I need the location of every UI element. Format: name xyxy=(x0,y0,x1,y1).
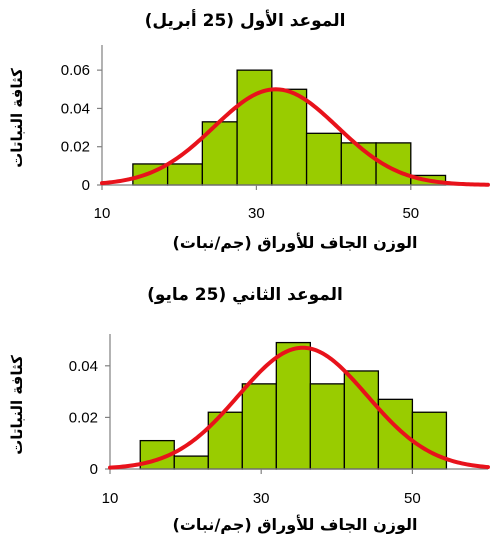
histogram-bar xyxy=(236,69,273,186)
y-axis-label: كثافة النباتات xyxy=(8,68,26,168)
y-tick-label: 0.04 xyxy=(69,358,98,375)
y-tick-label: 0.04 xyxy=(61,100,90,117)
histogram-bar xyxy=(305,132,342,186)
y-tick-label: 0 xyxy=(90,461,98,478)
chart-first-date: الموعد الأول (25 أبريل) 0 0.02 0.04 0.06 10 30… xyxy=(8,9,490,252)
chart-title: الموعد الثاني (25 مايو) xyxy=(147,285,343,305)
histogram-bar xyxy=(241,383,277,470)
histogram-bar xyxy=(275,341,311,470)
x-tick-label: 50 xyxy=(402,205,419,222)
histogram-bar xyxy=(166,163,204,186)
chart-panel-first-date: الموعد الأول (25 أبريل) 0 0.02 0.04 0.06 10 30… xyxy=(0,0,490,270)
chart-second-date: الموعد الثاني (25 مايو) 0 0.02 0.04 10 30 50 ال… xyxy=(8,285,490,534)
histogram-bar xyxy=(309,383,346,470)
normal-distribution-curve xyxy=(108,345,490,470)
chart-title: الموعد الأول (25 أبريل) xyxy=(145,9,346,31)
histogram-bar xyxy=(173,455,209,470)
y-tick-label: 0.02 xyxy=(69,409,98,426)
chart-panel-second-date: الموعد الثاني (25 مايو) 0 0.02 0.04 10 30 50 ال… xyxy=(0,270,490,542)
x-tick-label: 10 xyxy=(94,205,111,222)
x-tick-label: 30 xyxy=(248,205,265,222)
x-tick-label: 30 xyxy=(253,490,270,507)
x-axis-label: الوزن الجاف للأوراق (جم/نبات) xyxy=(173,233,418,252)
x-tick-label: 50 xyxy=(404,490,421,507)
y-tick-label: 0.06 xyxy=(61,62,90,79)
histogram-bar xyxy=(343,370,380,470)
y-tick-label: 0 xyxy=(82,177,90,194)
normal-distribution-curve xyxy=(100,87,490,187)
x-tick-label: 10 xyxy=(102,490,119,507)
x-axis-label: الوزن الجاف للأوراق (جم/نبات) xyxy=(173,515,418,534)
histogram-bar xyxy=(340,142,377,186)
histogram-bar xyxy=(411,411,448,470)
histogram-bar xyxy=(201,121,238,186)
histogram-bar xyxy=(271,88,308,186)
y-axis-label: كثافة النباتات xyxy=(8,355,26,455)
y-tick-label: 0.02 xyxy=(61,139,90,156)
